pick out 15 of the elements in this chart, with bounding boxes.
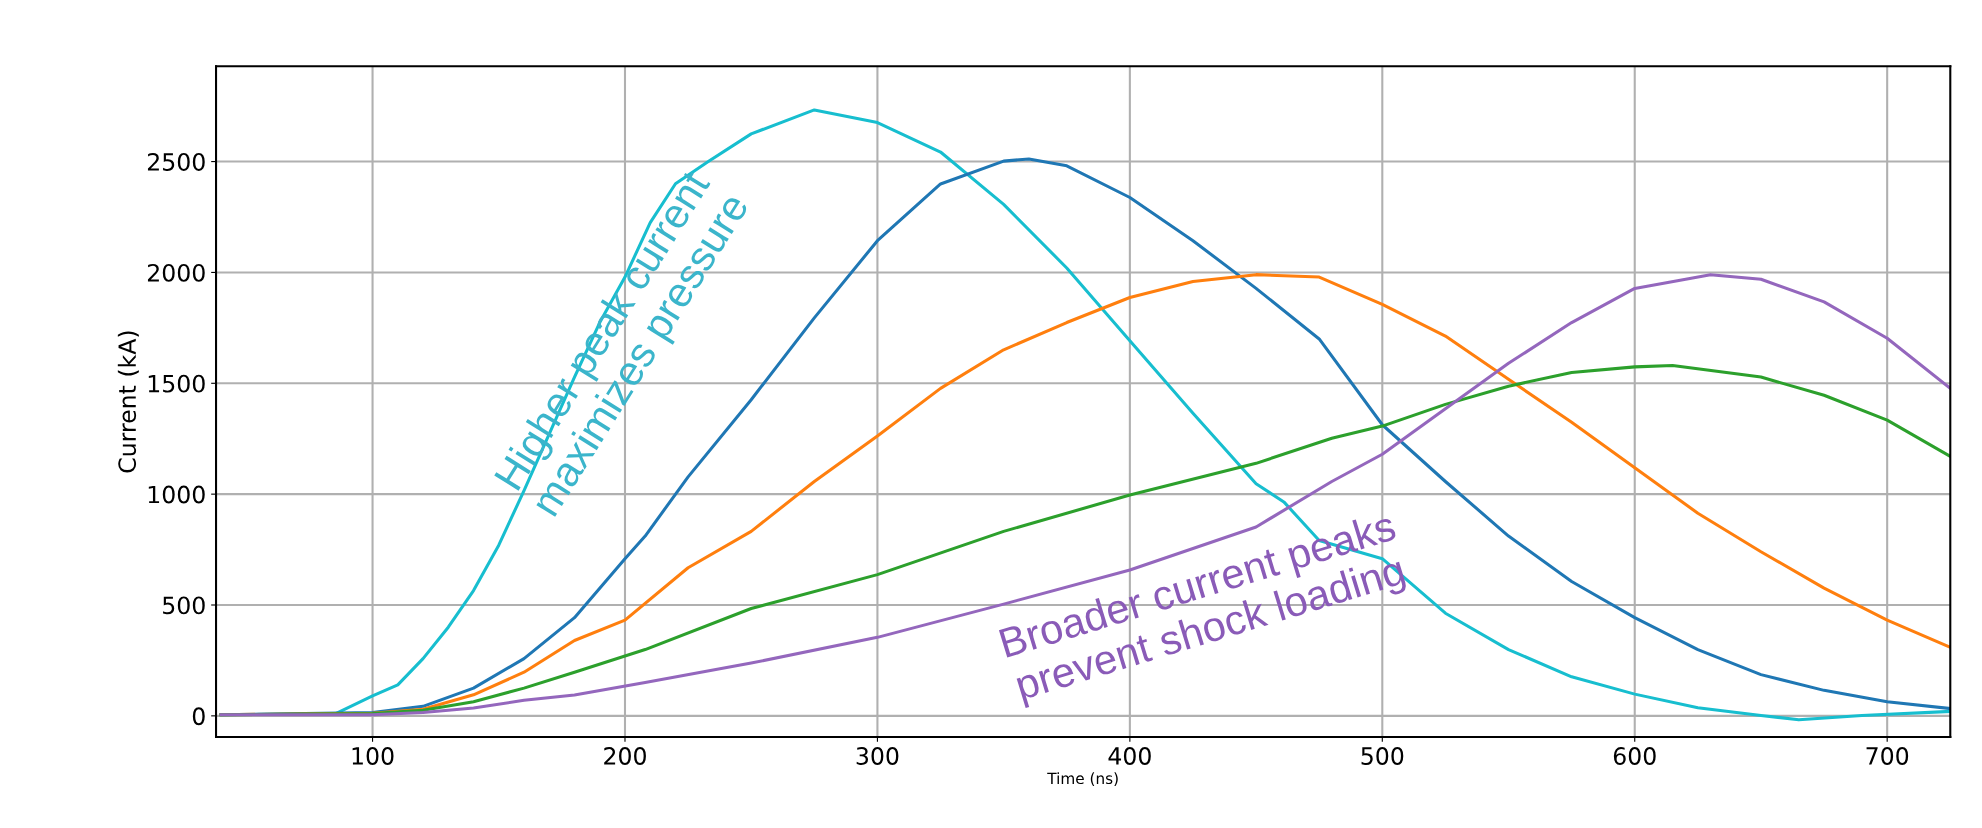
x-tick-label: 700 [1866,747,1909,765]
y-tick-label: 500 [163,596,205,615]
y-tick-label: 2500 [147,153,205,171]
y-tick-label: 2000 [147,263,205,282]
x-tick-label: 500 [1361,747,1404,765]
y-axis-title: Current (kA) [117,331,139,473]
y-tick-label: 1000 [148,485,205,504]
x-tick-label: 300 [856,747,899,765]
y-tick-label: 1500 [148,374,205,393]
x-tick-label: 400 [1108,747,1151,765]
x-tick-label: 200 [604,747,646,765]
y-tick-label: 0 [192,707,205,726]
x-tick-label: 100 [352,747,394,765]
x-tick-label: 600 [1613,747,1656,765]
x-axis-title: Time (ns) [1047,772,1118,786]
